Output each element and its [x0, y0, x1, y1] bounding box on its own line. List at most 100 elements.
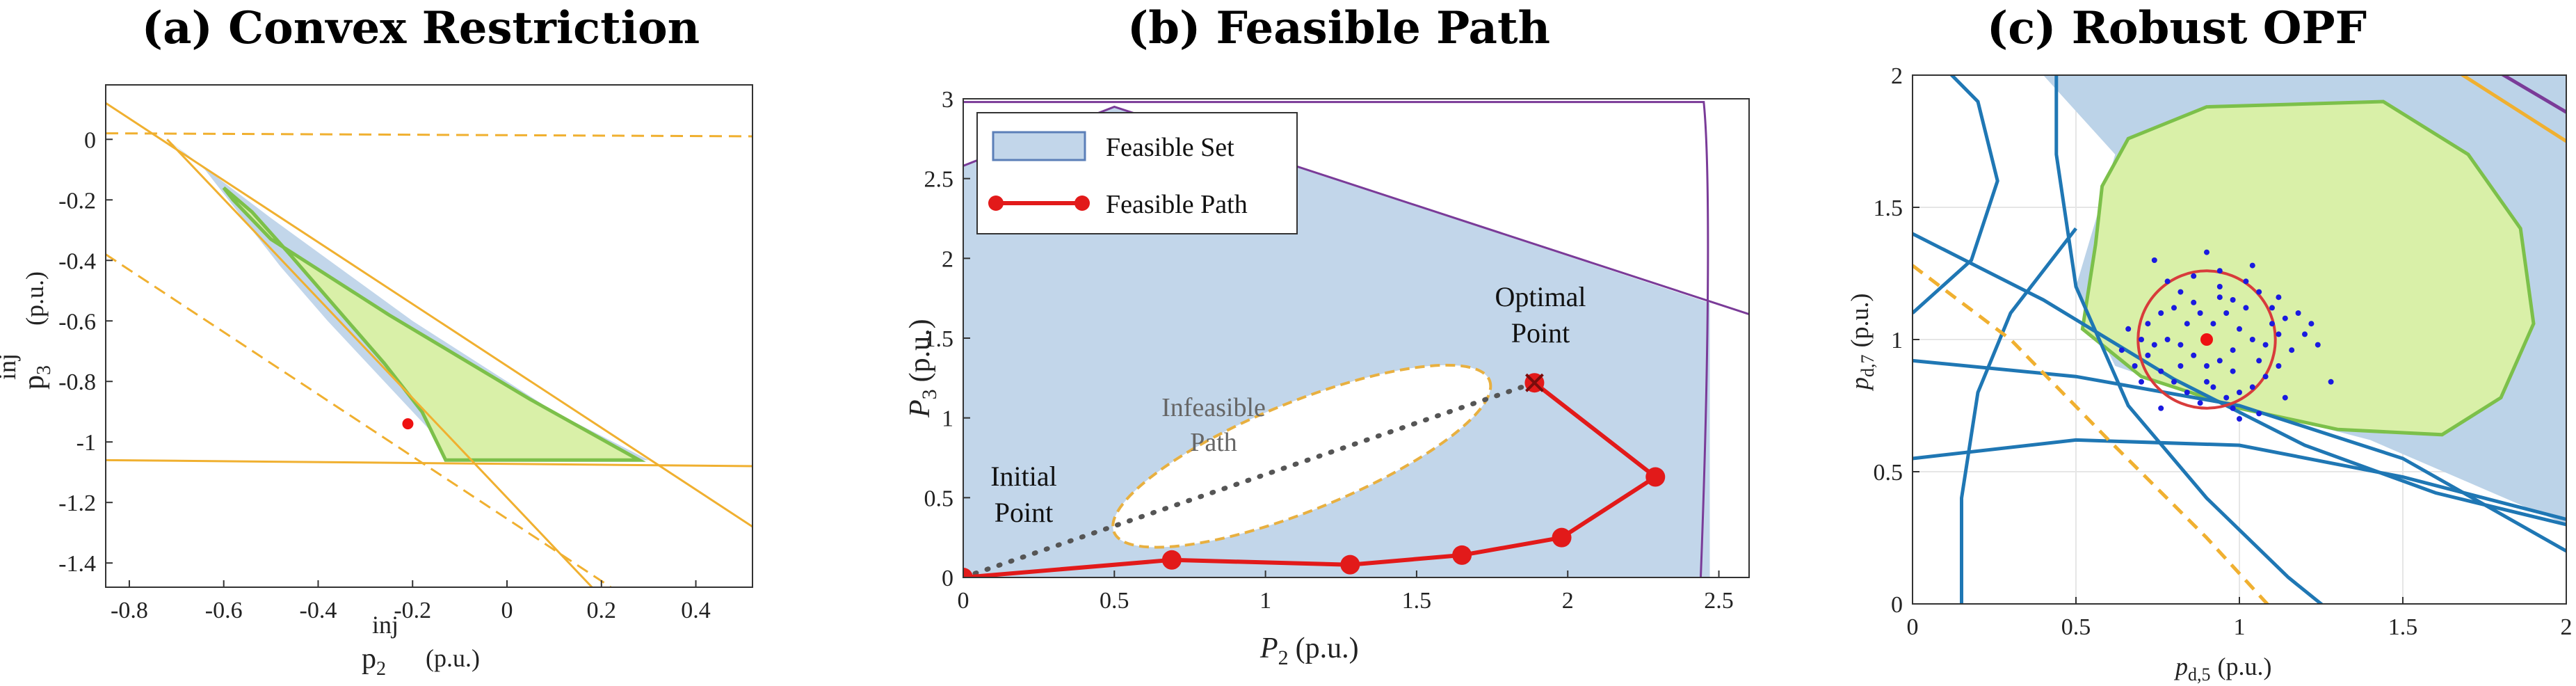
- legend-feasible-path-label: Feasible Path: [1106, 190, 1248, 219]
- sample-point: [2139, 337, 2144, 342]
- sample-point: [2216, 294, 2223, 301]
- sample-point: [2249, 262, 2255, 269]
- optimal-point-marker: [1524, 373, 1545, 393]
- y-tick-label: 1.5: [924, 326, 954, 352]
- sample-point: [2204, 363, 2209, 369]
- sample-point: [2177, 342, 2184, 348]
- svg-text:(p.u.): (p.u.): [426, 644, 480, 672]
- sample-point: [2216, 358, 2223, 364]
- x-tick-label: 0: [958, 588, 969, 614]
- sample-point: [2308, 321, 2315, 327]
- sample-point: [2204, 378, 2209, 385]
- sample-point: [2269, 305, 2275, 311]
- constraint-curve-corner-purple: [2500, 75, 2566, 114]
- sample-point: [2269, 321, 2275, 327]
- constraint-line-solid: [106, 458, 752, 468]
- y-tick-label: -0.6: [58, 309, 96, 335]
- x-tick-label: 0.4: [681, 598, 711, 623]
- sample-point: [2132, 363, 2138, 369]
- annotation-optimal-line2: Point: [1511, 317, 1570, 349]
- y-axis-label-c: pd,7(p.u.): [1846, 294, 1878, 392]
- sample-point: [2328, 378, 2334, 385]
- constraint-line-dashed: [106, 253, 612, 587]
- sample-point: [2118, 347, 2125, 353]
- sample-point: [2158, 368, 2164, 374]
- y-tick-label: 2.5: [924, 167, 954, 193]
- infeasible-straight-path: [963, 380, 1537, 577]
- sample-point: [2256, 289, 2262, 295]
- feasible-path-points: [963, 467, 1666, 577]
- x-ticks-b: 0 0.5 1 1.5 2 2.5: [958, 571, 1734, 614]
- sample-point: [2249, 337, 2255, 342]
- sample-point: [2177, 363, 2184, 369]
- robust-operating-point: [2200, 333, 2213, 346]
- sample-point: [2210, 384, 2216, 390]
- x-tick-label: 2: [1562, 588, 1574, 614]
- y-tick-label: -0.2: [58, 188, 96, 214]
- sample-point: [2276, 294, 2282, 301]
- legend-feasible-set-swatch: [992, 131, 1086, 161]
- feasible-path-point: [1645, 467, 1666, 487]
- y-tick-label: 2: [1891, 63, 1903, 89]
- axes-frame-a: [105, 84, 753, 588]
- sample-point: [2262, 342, 2269, 348]
- svg-text:(p.u.): (p.u.): [21, 271, 49, 326]
- sample-point: [2315, 342, 2321, 348]
- sample-point: [2210, 321, 2216, 327]
- y-axis-label-b: P3(p.u.): [904, 319, 941, 418]
- sample-point: [2262, 374, 2269, 380]
- optimal-point-cross-b: [1525, 373, 1544, 392]
- sample-point: [2256, 410, 2262, 417]
- sample-point: [2145, 352, 2151, 358]
- sample-point: [2197, 310, 2203, 316]
- svg-text:p3: p3: [18, 365, 55, 390]
- constraint-line-dashed: [106, 132, 752, 138]
- y-tick-label: -0.4: [58, 248, 96, 274]
- x-tick-label: 0: [1907, 614, 1919, 640]
- sample-point: [2145, 321, 2151, 327]
- sample-point: [2230, 297, 2236, 303]
- y-ticks-b: 0 0.5 1 1.5 2 2.5 3: [924, 87, 970, 591]
- sample-point: [2139, 378, 2144, 385]
- y-tick-label: 1: [942, 406, 953, 432]
- x-tick-label: 0.5: [1100, 588, 1129, 614]
- x-axis-label-c: pd,5 (p.u.): [2173, 653, 2271, 685]
- sample-point: [2184, 390, 2190, 395]
- convex-restriction-region: [222, 186, 646, 462]
- sample-point: [2230, 347, 2236, 353]
- constraint-lines-a: [106, 102, 752, 587]
- constraint-curve-lower: [1960, 227, 2077, 604]
- sample-point: [2302, 331, 2308, 337]
- y-tick-label: 2: [942, 246, 953, 272]
- sample-point: [2249, 384, 2255, 390]
- sample-point: [2223, 310, 2230, 316]
- y-tick-label: 1.5: [1874, 196, 1903, 221]
- constraint-curve-corner-orange: [2459, 75, 2566, 143]
- x-tick-label: -0.2: [394, 598, 431, 623]
- uncertainty-circle: [2136, 269, 2277, 410]
- annotation-optimal-line1: Optimal: [1495, 281, 1586, 312]
- title-feasible-path: (b) Feasible Path: [1127, 2, 1550, 54]
- sample-point: [2177, 289, 2184, 295]
- panel-robust-opf: (c) Robust OPF 0 0.5 1 1.5 2 0 0.5 1 1.5 2 pd,5(…: [1846, 2, 2573, 685]
- annotation-initial-line2: Point: [995, 497, 1053, 528]
- sample-point: [2204, 249, 2209, 255]
- panel-convex-restriction: (a) Convex Restriction -0.8 -0.6 -0.4 -0.2 0…: [0, 2, 753, 680]
- sample-point: [2282, 394, 2288, 401]
- sample-point: [2237, 326, 2242, 332]
- svg-text:inj: inj: [372, 611, 399, 639]
- sample-point: [2191, 299, 2197, 305]
- y-tick-label: -1.2: [58, 490, 96, 516]
- feasible-path-point: [963, 568, 973, 577]
- sample-point: [2171, 305, 2177, 311]
- constraint-curves-c: [1913, 75, 2566, 604]
- svg-text:P3(p.u.): P3(p.u.): [904, 319, 941, 418]
- infeasible-region: [1111, 363, 1492, 549]
- feasible-path-point: [1161, 550, 1182, 570]
- sample-point: [2171, 378, 2177, 385]
- y-tick-label: 1: [1891, 328, 1903, 353]
- y-tick-label: 0.5: [924, 486, 954, 511]
- legend-feasible-path-dot-left: [988, 196, 1004, 211]
- inner-approximation-region: [2080, 99, 2536, 437]
